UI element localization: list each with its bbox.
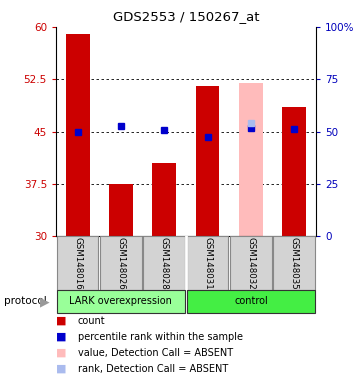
- Bar: [282, 107, 306, 236]
- Title: GDS2553 / 150267_at: GDS2553 / 150267_at: [113, 10, 259, 23]
- Bar: [187, 236, 229, 290]
- Text: ■: ■: [56, 316, 66, 326]
- Text: GSM148016: GSM148016: [73, 237, 82, 290]
- Bar: [109, 184, 133, 236]
- Text: control: control: [234, 296, 268, 306]
- Text: ■: ■: [56, 332, 66, 342]
- Text: rank, Detection Call = ABSENT: rank, Detection Call = ABSENT: [78, 364, 228, 374]
- Text: ■: ■: [56, 348, 66, 358]
- Text: percentile rank within the sample: percentile rank within the sample: [78, 332, 243, 342]
- Bar: [152, 163, 176, 236]
- Bar: [57, 290, 185, 313]
- Text: GSM148035: GSM148035: [290, 237, 299, 290]
- Bar: [230, 236, 272, 290]
- Text: ▶: ▶: [40, 295, 50, 308]
- Bar: [143, 236, 185, 290]
- Text: GSM148031: GSM148031: [203, 237, 212, 290]
- Bar: [196, 86, 219, 236]
- Text: ■: ■: [56, 364, 66, 374]
- Text: GSM148032: GSM148032: [247, 237, 255, 290]
- Text: GSM148028: GSM148028: [160, 237, 169, 290]
- Bar: [273, 236, 315, 290]
- Bar: [239, 83, 263, 236]
- Bar: [57, 236, 99, 290]
- Text: protocol: protocol: [4, 296, 46, 306]
- Bar: [100, 236, 142, 290]
- Text: LARK overexpression: LARK overexpression: [70, 296, 172, 306]
- Bar: [187, 290, 315, 313]
- Bar: [66, 34, 90, 236]
- Text: value, Detection Call = ABSENT: value, Detection Call = ABSENT: [78, 348, 233, 358]
- Text: count: count: [78, 316, 105, 326]
- Text: GSM148026: GSM148026: [117, 237, 125, 290]
